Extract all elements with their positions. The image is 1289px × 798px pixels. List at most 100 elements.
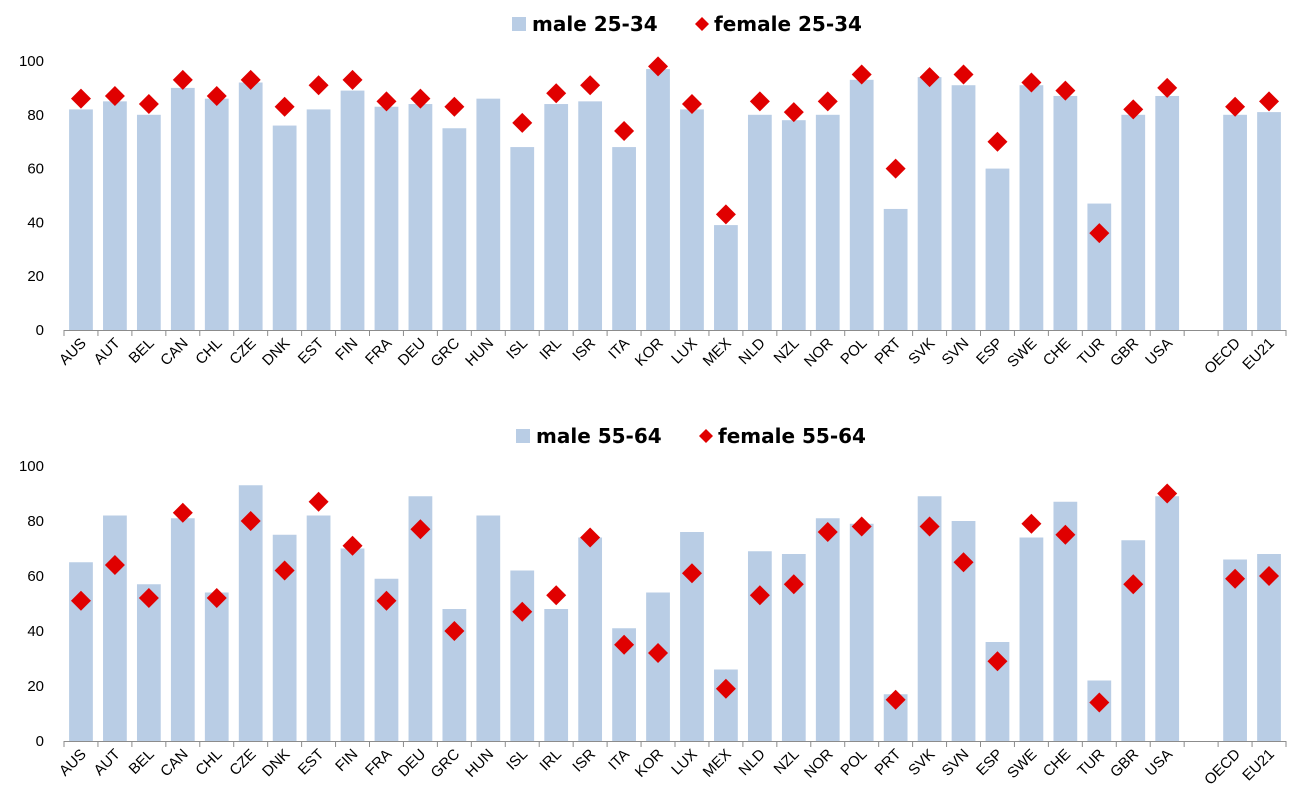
bar-grc — [442, 128, 467, 330]
bar-gbr — [1121, 540, 1146, 741]
bar-can — [170, 518, 195, 741]
x-tick-label: FIN — [332, 746, 361, 775]
legend-label-female: female 55-64 — [718, 424, 866, 448]
legend-label-male: male 25-34 — [532, 12, 658, 36]
x-tick-label: ITA — [605, 746, 633, 774]
x-tick-label: GBR — [1107, 335, 1142, 370]
bar-cze — [238, 82, 263, 331]
x-tick-label: GRC — [428, 746, 464, 782]
y-tick-label: 0 — [36, 733, 44, 750]
bar-svk — [917, 77, 942, 330]
bar-ita — [612, 147, 636, 330]
bar-kor — [646, 592, 670, 741]
x-tick-label: AUT — [91, 335, 124, 368]
marker-nld — [749, 91, 770, 112]
marker-nld — [749, 585, 770, 606]
bar-svn — [951, 521, 976, 741]
marker-ita — [614, 120, 635, 141]
bar-nld — [747, 551, 772, 741]
marker-aut — [104, 555, 125, 575]
marker-pol — [851, 516, 872, 537]
marker-ita — [614, 634, 635, 655]
bar-lux — [680, 109, 704, 330]
marker-fra — [376, 91, 397, 112]
x-tick-label: ESP — [973, 746, 1006, 779]
x-tick-label: BEL — [126, 335, 158, 367]
bar-pol — [849, 79, 874, 330]
bar-mex — [714, 225, 738, 330]
bar-chl — [204, 98, 229, 330]
marker-lux — [681, 94, 702, 115]
marker-che — [1055, 524, 1076, 545]
x-tick-label: ISL — [503, 746, 531, 774]
bar-isr — [578, 537, 603, 741]
x-tick-label: SVN — [939, 335, 973, 369]
marker-esp — [987, 131, 1008, 152]
x-tick-label: PRT — [871, 746, 904, 779]
marker-svn — [953, 64, 974, 85]
legend-label-female: female 25-34 — [714, 12, 862, 36]
bar-nor — [815, 114, 840, 330]
bar-chl — [204, 592, 229, 741]
marker-usa — [1157, 77, 1178, 98]
marker-kor — [648, 643, 669, 663]
bar-pol — [849, 523, 874, 741]
marker-aut — [104, 85, 125, 106]
marker-can — [172, 69, 193, 90]
bar-deu — [408, 104, 433, 330]
x-tick-label: CZE — [226, 335, 259, 368]
bar-est — [306, 515, 331, 741]
bar-ita — [612, 628, 636, 741]
bar-usa — [1155, 496, 1180, 741]
bar-fra — [374, 578, 399, 741]
marker-deu — [410, 519, 431, 540]
marker-mex — [715, 204, 736, 225]
marker-cze — [240, 511, 261, 531]
x-tick-label: AUS — [56, 335, 90, 369]
marker-can — [172, 502, 193, 523]
y-tick-label: 80 — [27, 513, 44, 530]
y-tick-label: 60 — [27, 161, 44, 178]
marker-deu — [410, 88, 431, 109]
marker-mex — [715, 678, 736, 699]
bar-tur — [1087, 203, 1112, 330]
y-tick-label: 0 — [36, 322, 44, 339]
bar-cze — [238, 485, 263, 741]
bar-nzl — [781, 120, 806, 331]
x-tick-label: CAN — [157, 746, 191, 780]
marker-gbr — [1123, 99, 1144, 120]
bar-oecd — [1223, 114, 1247, 330]
marker-nor — [817, 522, 838, 542]
marker-lux — [681, 563, 702, 584]
bar-prt — [883, 694, 908, 741]
marker-swe — [1021, 513, 1042, 534]
x-tick-label: EU21 — [1239, 335, 1278, 374]
x-tick-label: CAN — [157, 335, 191, 369]
x-tick-label: CHE — [1040, 335, 1074, 369]
x-tick-label: FRA — [362, 746, 395, 779]
x-tick-label: DEU — [395, 746, 429, 780]
x-tick-label: OECD — [1201, 746, 1244, 789]
bar-est — [306, 109, 331, 330]
x-tick-label: ITA — [605, 335, 633, 363]
x-tick-label: NLD — [735, 335, 768, 368]
marker-kor — [648, 56, 669, 77]
bar-isl — [510, 570, 535, 741]
bar-nzl — [781, 554, 806, 741]
bar-fra — [374, 106, 399, 330]
x-tick-label: POL — [837, 335, 870, 368]
x-tick-label: OECD — [1201, 335, 1244, 378]
x-tick-label: CHL — [192, 335, 225, 368]
x-tick-label: LUX — [668, 335, 701, 368]
bar-dnk — [272, 125, 297, 330]
marker-pol — [851, 64, 872, 85]
marker-svk — [919, 516, 940, 537]
marker-irl — [546, 585, 567, 606]
x-tick-label: NZL — [771, 746, 803, 778]
bar-fin — [340, 90, 365, 330]
x-tick-label: NOR — [801, 746, 837, 782]
x-tick-label: ESP — [973, 335, 1006, 368]
bar-prt — [883, 208, 908, 330]
x-tick-label: HUN — [462, 746, 497, 781]
marker-tur — [1089, 223, 1110, 244]
